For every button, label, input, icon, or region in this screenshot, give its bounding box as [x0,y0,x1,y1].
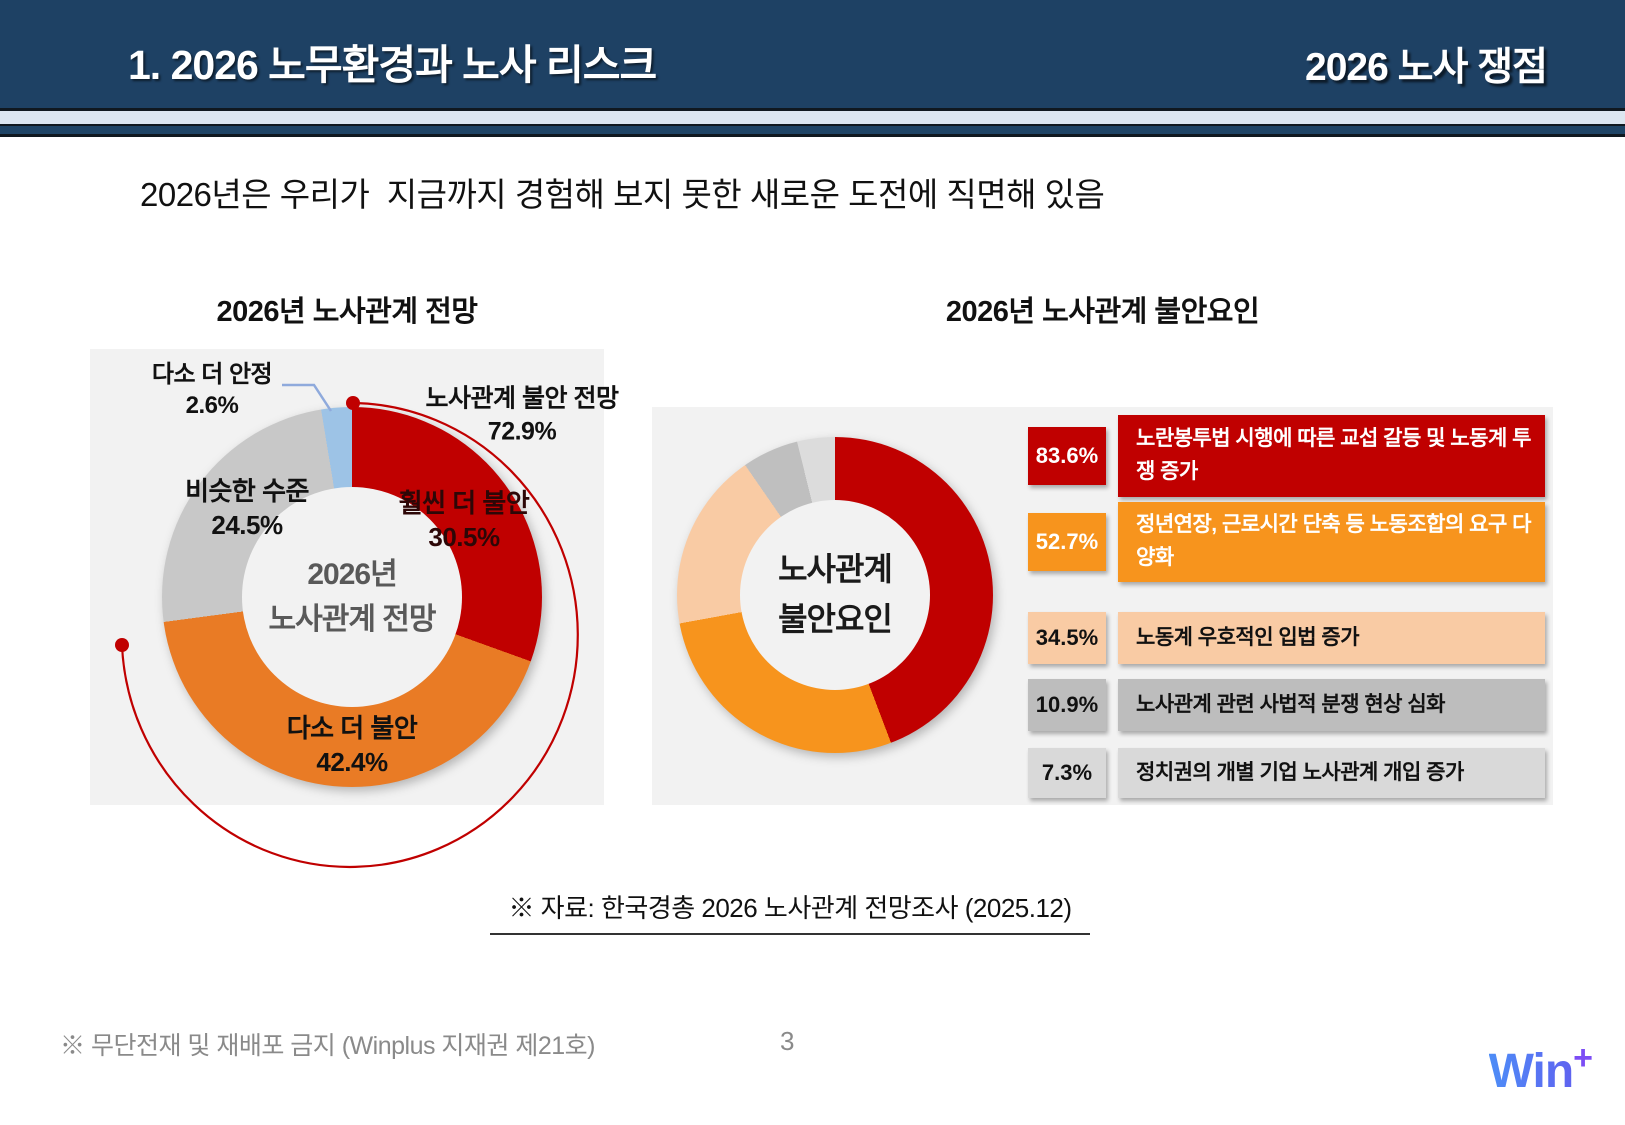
page-number: 3 [780,1026,795,1056]
outlook-chart-panel: 2026년 노사관계 전망 다소 더 안정 2.6% 노사관계 불안 전망 72… [90,349,619,869]
factor-pct-badge: 10.9% [1028,679,1106,731]
header-divider-line-2 [0,124,1625,126]
factors-center-line1: 노사관계 [778,551,893,588]
key-statement: 2026년은 우리가 지금까지 경험해 보지 못한 새로운 도전에 직면해 있음 [140,176,1105,213]
header-divider-line-1 [0,108,1625,111]
left-chart-title: 2026년 노사관계 전망 [216,296,478,328]
slide-subtitle: 2026 노사 쟁점 [1305,46,1548,89]
factors-chart-panel: 노사관계 불안요인 83.6% 노란봉투법 시행에 따른 교섭 갈등 및 노동계… [652,407,1553,805]
winplus-logo-text: Win [1488,1045,1575,1098]
factor-bar-label: 정치권의 개별 기업 노사관계 개입 증가 [1118,748,1545,798]
copyright-notice: ※ 무단전재 및 재배포 금지 (Winplus 지재권 제21호) [60,1032,596,1060]
winplus-logo: Win+ [1488,1039,1593,1099]
callout-arc-dot-start [346,396,360,410]
header-divider-lightblue [0,111,1625,124]
factors-donut-center: 노사관계 불안요인 [740,500,930,690]
callout-arc-dot-end [115,638,129,652]
stable-label-leader-line [282,383,333,412]
right-chart-title: 2026년 노사관계 불안요인 [945,296,1260,328]
label-similar-level: 비슷한 수준 24.5% [185,476,309,540]
source-note: ※ 자료: 한국경총 2026 노사관계 전망조사 (2025.12) [490,888,1090,935]
factor-pct-badge: 52.7% [1028,513,1106,571]
factors-center-line2: 불안요인 [778,601,893,637]
header-bar: 1. 2026 노무환경과 노사 리스크 2026 노사 쟁점 [0,0,1625,108]
factor-pct-badge: 34.5% [1028,612,1106,664]
label-stable: 다소 더 안정 2.6% [151,360,273,419]
header-divider-line-3 [0,134,1625,137]
factor-pct-badge: 83.6% [1028,427,1106,485]
factor-bar-label: 노사관계 관련 사법적 분쟁 현상 심화 [1118,679,1545,731]
label-much-more-unstable: 훨씬 더 불안 30.5% [398,488,530,552]
callout-arc-72-9 [120,401,579,869]
factor-row-judicial-disputes: 10.9% 노사관계 관련 사법적 분쟁 현상 심화 [1028,679,1545,731]
label-unstable-outlook-total: 노사관계 불안 전망 72.9% [425,384,619,446]
factor-bar-label: 정년연장, 근로시간 단축 등 노동조합의 요구 다양화 [1118,502,1545,582]
outlook-donut-center: 2026년 노사관계 전망 [242,487,462,707]
factor-bar-label: 노란봉투법 시행에 따른 교섭 갈등 및 노동계 투쟁 증가 [1118,415,1545,497]
factor-row-yellow-envelope-law: 83.6% 노란봉투법 시행에 따른 교섭 갈등 및 노동계 투쟁 증가 [1028,415,1545,497]
factor-pct-badge: 7.3% [1028,748,1106,798]
factor-bar-label: 노동계 우호적인 입법 증가 [1118,612,1545,664]
factor-row-union-demands: 52.7% 정년연장, 근로시간 단축 등 노동조합의 요구 다양화 [1028,502,1545,582]
outlook-center-line1: 2026년 [307,558,397,591]
label-somewhat-more-unstable: 다소 더 불안 42.4% [286,713,418,777]
slide-title: 1. 2026 노무환경과 노사 리스크 [128,42,657,88]
header-divider-navy [0,126,1625,134]
source-note-wrap: ※ 자료: 한국경총 2026 노사관계 전망조사 (2025.12) [420,888,1160,935]
outlook-center-line2: 노사관계 전망 [268,603,437,636]
factor-row-political-intervention: 7.3% 정치권의 개별 기업 노사관계 개입 증가 [1028,748,1545,798]
factor-row-pro-labor-legislation: 34.5% 노동계 우호적인 입법 증가 [1028,612,1545,664]
outlook-annotation-layer [115,383,579,869]
winplus-logo-plus-icon: + [1573,1039,1593,1077]
